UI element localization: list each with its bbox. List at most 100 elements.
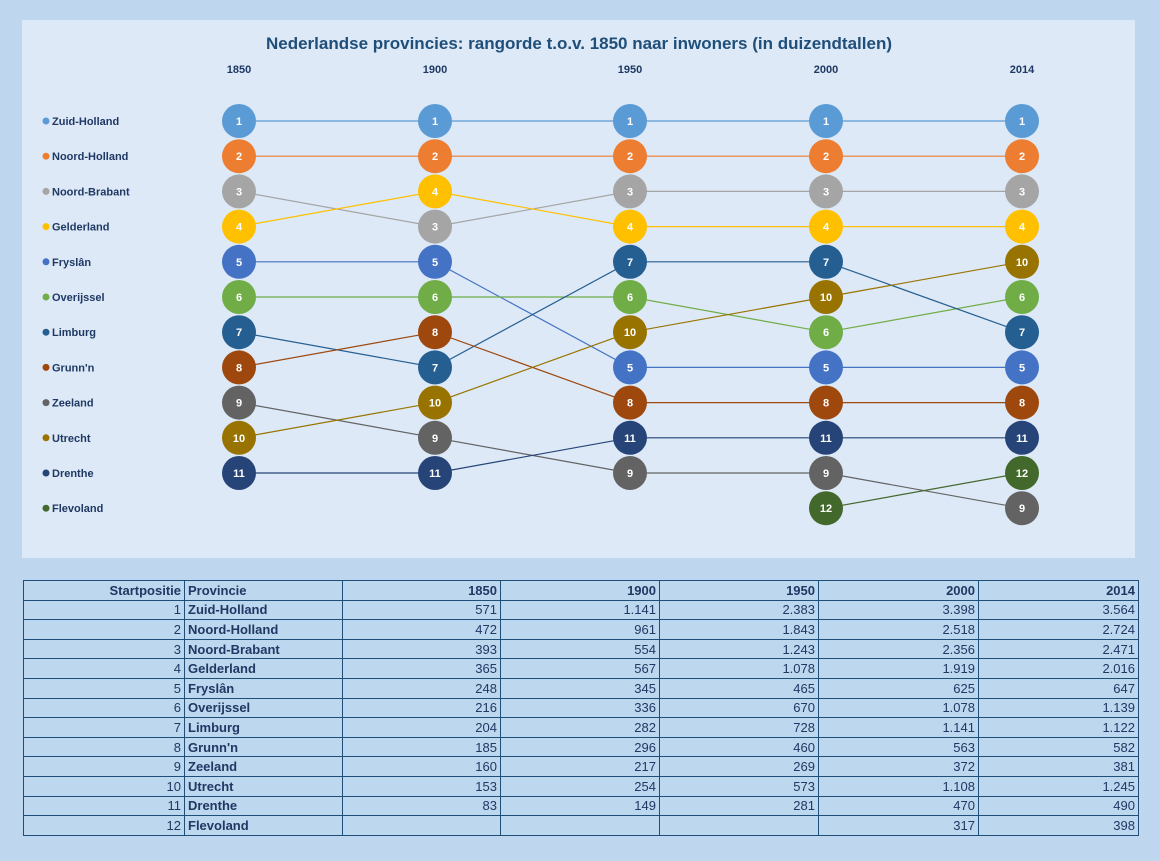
province-cell: Utrecht (184, 775, 343, 797)
marker-label: 1 (1019, 116, 1025, 128)
year-label: 2014 (1010, 64, 1035, 76)
value-cell: 1 (23, 599, 185, 621)
value-cell: 2.356 (818, 638, 979, 660)
value-cell: 1.139 (978, 697, 1139, 719)
legend-entry: Noord-Holland (52, 151, 128, 163)
rank-marker (1005, 491, 1039, 526)
value-cell: 571 (342, 599, 501, 621)
value-cell (500, 815, 660, 836)
column-header: 2000 (818, 580, 979, 601)
chart-title: Nederlandse provincies: rangorde t.o.v. … (266, 34, 892, 53)
rank-marker (1005, 174, 1039, 209)
marker-label: 6 (432, 292, 438, 304)
value-cell: 961 (500, 619, 660, 640)
rank-marker (613, 420, 647, 455)
rank-marker (1005, 209, 1039, 244)
rank-marker (222, 244, 256, 279)
year-label: 1900 (423, 64, 447, 76)
value-cell: 2.383 (659, 599, 819, 621)
table-row: 4 Gelderland 365 567 1.078 1.919 2.016 (23, 658, 1139, 679)
value-cell: 647 (978, 677, 1139, 699)
year-label: 2000 (814, 64, 838, 76)
legend-marker-icon (42, 363, 50, 371)
rank-marker (809, 280, 843, 314)
marker-label: 1 (236, 116, 242, 128)
value-cell: 7 (23, 717, 185, 738)
province-cell: Limburg (184, 717, 343, 738)
legend-marker-icon (42, 328, 50, 336)
rank-marker (613, 209, 647, 244)
rank-marker (418, 104, 452, 138)
column-header: 1950 (659, 580, 819, 601)
rank-marker (222, 456, 256, 490)
rank-marker (809, 104, 843, 138)
marker-label: 11 (820, 433, 832, 445)
rank-marker (418, 456, 452, 490)
rank-marker (809, 420, 843, 455)
value-cell: 8 (23, 736, 185, 758)
rank-marker (809, 209, 843, 244)
rank-marker (418, 350, 452, 385)
legend-entry: Drenthe (52, 468, 94, 480)
marker-label: 6 (627, 292, 633, 304)
rank-marker (418, 244, 452, 279)
table-row: 8 Grunn'n 185 296 460 563 582 (23, 736, 1139, 758)
rank-marker (613, 104, 647, 138)
province-cell: Noord-Holland (184, 619, 343, 640)
marker-label: 2 (823, 151, 829, 163)
rank-marker (1005, 350, 1039, 385)
value-cell: 1.078 (659, 658, 819, 679)
column-header: Provincie (184, 580, 343, 601)
marker-label: 1 (823, 116, 829, 128)
rank-marker (1005, 385, 1039, 420)
rank-marker (1005, 456, 1039, 490)
marker-label: 4 (823, 222, 830, 234)
marker-label: 8 (1019, 398, 1025, 410)
legend-entry: Utrecht (52, 433, 91, 445)
marker-label: 9 (236, 398, 242, 410)
value-cell: 12 (23, 815, 185, 836)
table-row: 5 Fryslân 248 345 465 625 647 (23, 677, 1139, 699)
legend-marker-icon (42, 187, 50, 195)
value-cell: 269 (659, 756, 819, 777)
value-cell: 248 (342, 677, 501, 699)
value-cell: 670 (659, 697, 819, 719)
province-cell: Zeeland (184, 756, 343, 777)
marker-label: 10 (820, 292, 832, 304)
value-cell: 1.122 (978, 717, 1139, 738)
marker-label: 10 (1016, 257, 1028, 269)
legend-marker-icon (42, 258, 50, 266)
rank-marker (809, 350, 843, 385)
marker-label: 3 (236, 186, 242, 198)
value-cell: 460 (659, 736, 819, 758)
value-cell: 217 (500, 756, 660, 777)
value-cell: 1.919 (818, 658, 979, 679)
rank-marker (418, 315, 452, 350)
value-cell: 2.016 (978, 658, 1139, 679)
rank-marker (809, 244, 843, 279)
value-cell: 9 (23, 756, 185, 777)
province-cell: Gelderland (184, 658, 343, 679)
legend-marker-icon (42, 504, 50, 512)
value-cell: 393 (342, 638, 501, 660)
rank-marker (418, 139, 452, 174)
marker-label: 12 (820, 503, 832, 515)
year-label: 1950 (618, 64, 642, 76)
value-cell: 336 (500, 697, 660, 719)
marker-label: 8 (823, 398, 829, 410)
value-cell: 582 (978, 736, 1139, 758)
marker-label: 1 (432, 116, 438, 128)
rank-marker (809, 456, 843, 490)
value-cell: 185 (342, 736, 501, 758)
marker-label: 10 (624, 327, 636, 339)
rank-marker (418, 174, 452, 209)
value-cell: 216 (342, 697, 501, 719)
table-row: 6 Overijssel 216 336 670 1.078 1.139 (23, 697, 1139, 719)
marker-label: 9 (627, 468, 633, 480)
legend-entry: Fryslân (52, 257, 91, 269)
value-cell: 204 (342, 717, 501, 738)
value-cell: 625 (818, 677, 979, 699)
value-cell: 2.518 (818, 619, 979, 640)
marker-label: 7 (823, 257, 829, 269)
marker-label: 7 (432, 362, 438, 374)
